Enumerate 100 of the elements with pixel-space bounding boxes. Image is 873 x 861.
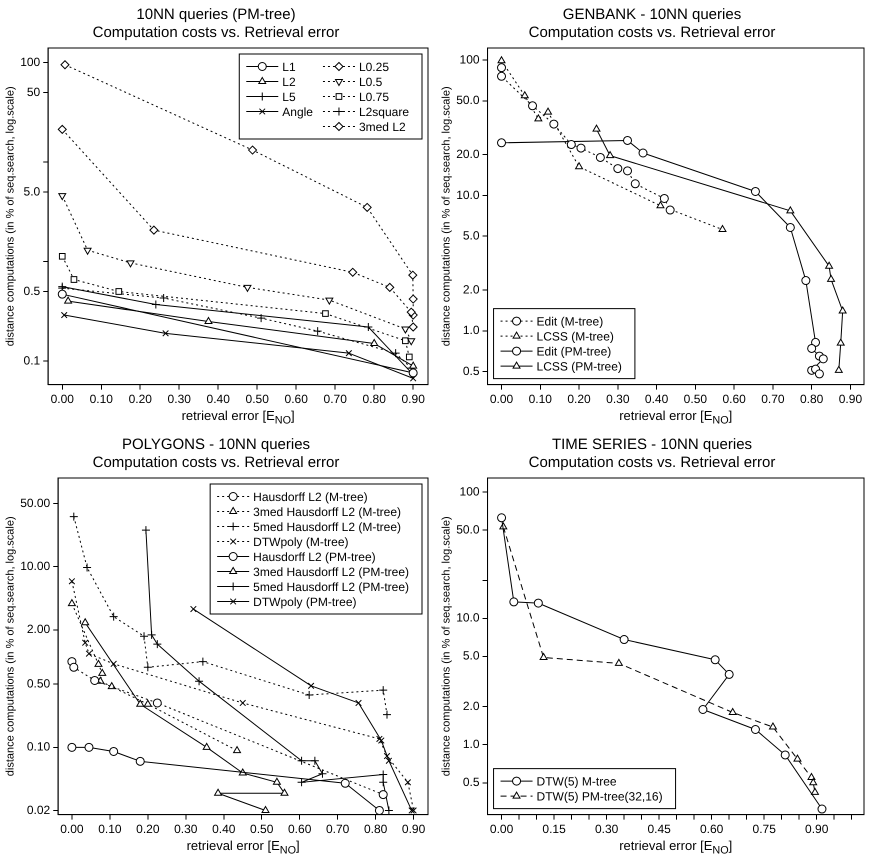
x-tick-label: 0.40 <box>644 392 669 406</box>
x-tick-label: 0.50 <box>246 392 270 406</box>
x-tick-label: 0.30 <box>168 392 192 406</box>
x-tick-label: 0.20 <box>128 392 152 406</box>
x-tick-label: 0.00 <box>490 822 514 836</box>
x-tick-label: 0.00 <box>60 822 84 836</box>
y-axis-title: distance computations (in % of seq.search, log.scale) <box>4 516 17 776</box>
y-tick-label: 0.10 <box>26 740 51 754</box>
x-tick-label: 0.30 <box>174 822 198 836</box>
legend-label: L2 <box>282 74 296 89</box>
x-tick-label: 0.30 <box>594 822 619 836</box>
chart-subtitle: Computation costs vs. Retrieval error <box>528 24 776 42</box>
y-tick-label: 20.0 <box>456 147 480 162</box>
chart-title: GENBANK - 10NN queries <box>562 6 742 24</box>
y-tick-label: 2.00 <box>26 622 51 636</box>
legend-label: L2square <box>358 104 410 119</box>
chart-title: TIME SERIES - 10NN queries <box>552 436 752 454</box>
y-tick-label: 5.0 <box>24 184 41 198</box>
x-tick-label: 0.20 <box>567 392 592 406</box>
chart-title: 10NN queries (PM-tree) <box>136 6 296 24</box>
x-tick-label: 0.70 <box>326 822 350 836</box>
y-tick-label: 10.0 <box>456 188 480 202</box>
y-tick-label: 0.50 <box>26 676 51 691</box>
legend-label: Edit (PM-tree) <box>536 344 612 358</box>
y-axis-title: distance computations (in % of seq.search, log.scale) <box>440 516 453 776</box>
legend-label: Angle <box>282 104 314 119</box>
x-tick-label: 0.50 <box>684 392 708 406</box>
chart-subtitle: Computation costs vs. Retrieval error <box>92 454 340 472</box>
x-tick-label: 0.60 <box>722 392 746 406</box>
legend-label: DTWpoly (M-tree) <box>253 534 348 549</box>
x-tick-label: 0.00 <box>50 392 74 406</box>
x-tick-label: 0.10 <box>528 392 552 406</box>
x-tick-label: 0.10 <box>98 822 122 836</box>
legend-label: 5med Hausdorff L2 (PM-tree) <box>253 580 410 594</box>
legend-label: Hausdorff L2 (M-tree) <box>253 490 368 504</box>
y-tick-label: 100 <box>20 54 41 69</box>
x-axis-title: retrieval error [E$_{NO}$] <box>619 838 732 857</box>
chart-subtitle: Computation costs vs. Retrieval error <box>528 454 776 472</box>
x-tick-label: 0.20 <box>136 822 160 836</box>
x-axis-title: retrieval error [E$_{NO}$] <box>186 838 300 857</box>
legend-label: 3med L2 <box>358 120 406 134</box>
y-tick-label: 1.0 <box>462 737 480 752</box>
y-tick-label: 10.0 <box>456 610 480 625</box>
legend-label: L0.5 <box>358 74 383 89</box>
legend-label: DTWpoly (PM-tree) <box>253 594 356 609</box>
y-tick-label: 50.00 <box>20 496 51 510</box>
y-tick-label: 100 <box>460 484 480 498</box>
x-tick-label: 0.60 <box>284 392 308 406</box>
x-tick-label: 0.45 <box>647 822 672 836</box>
y-tick-label: 100 <box>460 52 480 66</box>
x-tick-label: 0.70 <box>761 392 785 406</box>
x-tick-label: 0.60 <box>288 822 312 836</box>
x-axis-title: retrieval error [E$_{NO}$] <box>182 408 295 427</box>
x-tick-label: 0.15 <box>542 822 566 836</box>
x-tick-label: 0.80 <box>362 392 386 406</box>
legend-label: 3med Hausdorff L2 (PM-tree) <box>253 564 410 579</box>
x-tick-label: 0.30 <box>606 392 630 406</box>
legend-label: L0.25 <box>358 60 390 74</box>
x-tick-label: 0.10 <box>90 392 114 406</box>
x-tick-label: 0.70 <box>324 392 348 406</box>
legend-label: DTW(5) M-tree <box>536 774 617 788</box>
y-tick-label: 2.0 <box>462 282 480 296</box>
y-tick-label: 50.0 <box>456 522 480 536</box>
x-tick-label: 0.40 <box>212 822 236 836</box>
x-tick-label: 0.80 <box>364 822 388 836</box>
y-tick-label: 5.0 <box>462 228 480 243</box>
legend-label: DTW(5) PM-tree(32,16) <box>536 789 663 804</box>
x-axis-title: retrieval error [E$_{NO}$] <box>619 408 732 427</box>
y-tick-label: 50 <box>26 84 41 99</box>
y-tick-label: 0.5 <box>462 775 480 790</box>
y-tick-label: 0.1 <box>24 353 41 368</box>
y-axis-title: distance computations (in % of seq.search, log.scale) <box>440 86 453 346</box>
legend-label: 5med Hausdorff L2 (M-tree) <box>253 520 401 534</box>
x-tick-label: 0.90 <box>805 822 829 836</box>
y-tick-label: 0.5 <box>24 284 41 298</box>
y-tick-label: 10.00 <box>20 559 51 574</box>
y-tick-label: 0.02 <box>26 802 51 817</box>
legend-label: LCSS (M-tree) <box>536 329 614 344</box>
legend-label: LCSS (PM-tree) <box>536 359 622 374</box>
x-tick-label: 0.40 <box>206 392 230 406</box>
y-tick-label: 1.0 <box>462 323 480 338</box>
legend-label: L0.75 <box>358 90 390 104</box>
y-tick-label: 50.0 <box>456 93 480 108</box>
x-tick-label: 0.00 <box>490 392 514 406</box>
x-tick-label: 0.90 <box>838 392 862 406</box>
x-tick-label: 0.50 <box>250 822 274 836</box>
y-tick-label: 0.5 <box>462 364 480 378</box>
chart-title: POLYGONS - 10NN queries <box>122 436 310 454</box>
legend-label: L5 <box>282 90 296 104</box>
y-axis-title: distance computations (in % of seq.search, log.scale) <box>4 86 17 346</box>
x-tick-label: 0.75 <box>752 822 776 836</box>
x-tick-label: 0.90 <box>402 822 426 836</box>
legend-label: Edit (M-tree) <box>536 314 604 328</box>
chart-subtitle: Computation costs vs. Retrieval error <box>92 24 340 42</box>
legend-label: L1 <box>282 60 296 74</box>
legend-label: 3med Hausdorff L2 (M-tree) <box>253 504 401 519</box>
x-tick-label: 0.60 <box>700 822 724 836</box>
x-tick-label: 0.90 <box>402 392 426 406</box>
y-tick-label: 5.0 <box>462 648 480 663</box>
legend-label: Hausdorff L2 (PM-tree) <box>253 550 376 564</box>
